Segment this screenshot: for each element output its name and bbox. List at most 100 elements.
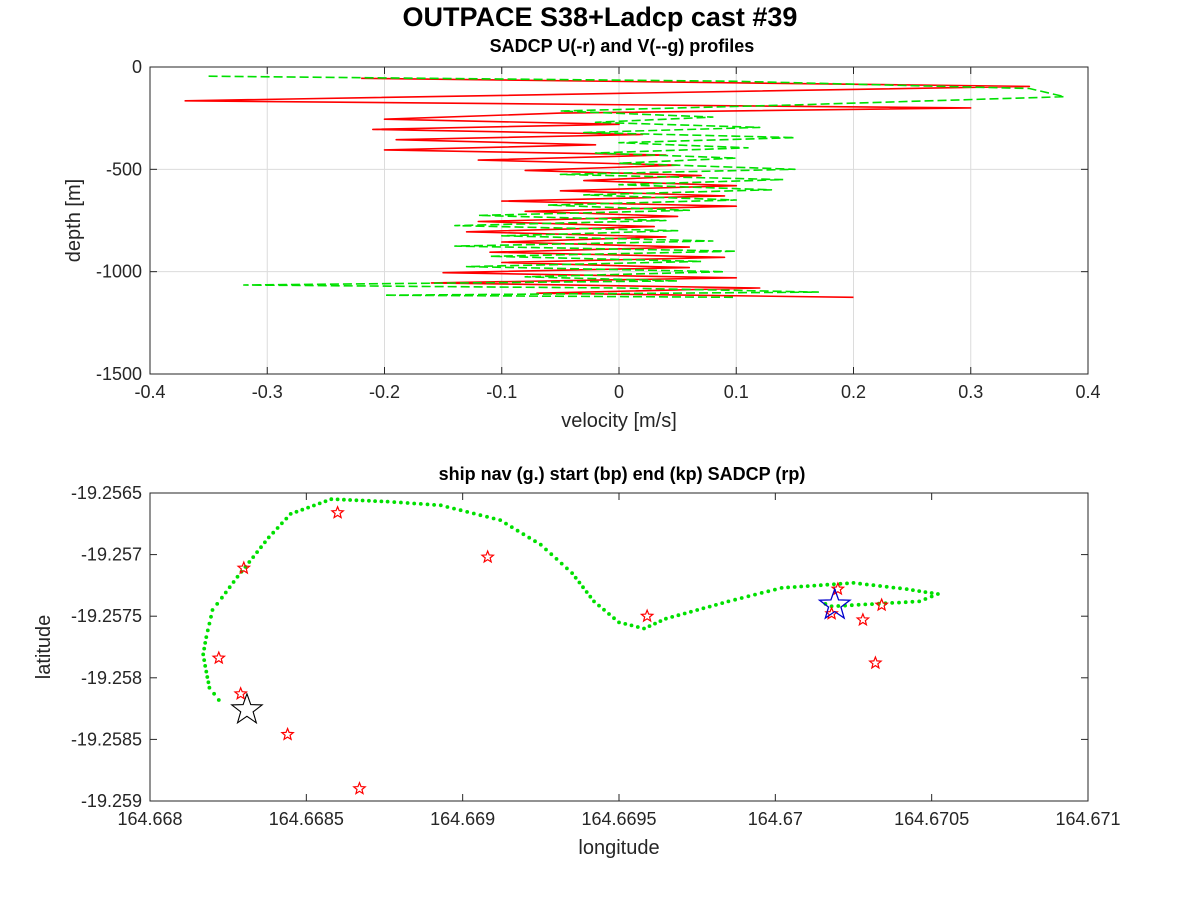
ship-track-point xyxy=(251,555,256,559)
ship-track-point xyxy=(204,669,209,674)
ship-track-point xyxy=(910,599,915,604)
y-tick-label: -1500 xyxy=(96,364,142,384)
ship-track-point xyxy=(247,560,252,564)
ship-track-point xyxy=(898,586,902,591)
ship-track-point xyxy=(647,624,652,628)
ship-track-point xyxy=(202,658,207,662)
ship-track-point xyxy=(890,601,895,605)
ship-track-point xyxy=(235,574,240,579)
ship-track-point xyxy=(929,594,934,599)
ship-track-point xyxy=(845,581,849,586)
ship-track-point xyxy=(259,545,263,550)
x-tick-label: -0.1 xyxy=(486,382,517,402)
velocity-profile-plot: -0.4 -0.3 -0.2 -0.1 0 0.1 0.2 0.3 0.4 0 -500 -1000 -… xyxy=(63,57,1101,432)
ship-track-point xyxy=(642,626,646,631)
ship-track-point xyxy=(399,500,403,505)
ship-track-point xyxy=(746,594,751,599)
x-tick-label: 0.1 xyxy=(724,382,749,402)
ship-track-point xyxy=(498,518,503,522)
ship-track-point xyxy=(832,582,836,587)
ship-track-point xyxy=(504,521,508,526)
ship-track-point xyxy=(521,532,526,537)
ship-track-point xyxy=(538,542,543,547)
ship-track-point xyxy=(367,498,371,503)
y-tick-label: -1000 xyxy=(96,262,142,282)
ship-track-point xyxy=(864,582,869,587)
ship-track-point xyxy=(917,589,922,593)
ship-track-point xyxy=(592,599,596,604)
y-tick-label: -500 xyxy=(106,159,142,179)
ship-track-point xyxy=(805,584,810,588)
ship-track-point xyxy=(205,675,210,679)
ship-track-point xyxy=(825,582,830,587)
nav-plot-title: ship nav (g.) start (bp) end (kp) SADCP … xyxy=(438,464,806,484)
ship-track-point xyxy=(392,500,397,504)
ship-track-point xyxy=(682,611,687,616)
x-tick-label: 164.6685 xyxy=(269,809,344,829)
ship-track-point xyxy=(726,599,731,604)
ship-track-point xyxy=(445,505,450,509)
ship-track-point xyxy=(701,606,706,611)
v-velocity-series-line xyxy=(208,75,1066,299)
start-point-marker xyxy=(230,692,264,725)
ship-track-point xyxy=(223,590,228,595)
sadcp-point-marker xyxy=(352,781,367,795)
sadcp-point-marker xyxy=(874,597,889,612)
ship-track-point xyxy=(204,635,209,639)
ship-track-point xyxy=(227,585,232,590)
ship-track-point xyxy=(485,514,489,519)
ship-track-point xyxy=(360,498,365,503)
ship-track-point xyxy=(300,507,305,512)
ship-track-point xyxy=(739,596,744,600)
ship-track-point xyxy=(317,501,322,506)
ship-track-point xyxy=(773,587,777,592)
ship-track-point xyxy=(891,585,896,590)
ship-track-point xyxy=(573,575,578,580)
ship-track-point xyxy=(373,499,377,503)
ship-track-point xyxy=(263,540,267,545)
y-tick-label: -19.258 xyxy=(81,668,142,688)
sadcp-point-marker xyxy=(868,655,883,670)
ship-track-point xyxy=(878,584,882,588)
ship-track-point xyxy=(911,588,915,592)
ship-track-point xyxy=(923,597,928,601)
ship-track-point xyxy=(617,620,621,625)
ship-track-point xyxy=(216,698,221,702)
ship-track-point xyxy=(670,615,675,619)
ship-track-point xyxy=(432,503,436,507)
y-axis-label: depth [m] xyxy=(63,179,85,262)
ship-track-point xyxy=(786,585,790,590)
sadcp-point-marker xyxy=(830,581,846,596)
ship-track-point xyxy=(707,604,712,609)
ship-track-point xyxy=(623,622,628,626)
ship-track-point xyxy=(635,625,640,629)
ship-track-point xyxy=(438,503,443,508)
ship-track-point xyxy=(554,557,559,561)
y-tick-label: 0 xyxy=(132,57,142,77)
ship-track-point xyxy=(491,516,496,521)
ship-nav-plot: 164.668 164.6685 164.669 164.6695 164.67 164.… xyxy=(33,483,1121,859)
ship-track-point xyxy=(348,498,352,502)
ship-track-point xyxy=(312,503,316,508)
ship-track-point xyxy=(929,591,934,595)
ship-track-point xyxy=(210,608,215,612)
y-tick-label: -19.2575 xyxy=(71,606,142,626)
ship-track-point xyxy=(629,623,634,628)
ship-track-point xyxy=(720,601,725,605)
sadcp-point-marker xyxy=(233,686,248,700)
ship-track-point xyxy=(838,581,843,586)
ship-track-point xyxy=(884,584,889,589)
ship-track-point xyxy=(205,628,210,633)
y-tick-label: -19.257 xyxy=(81,545,142,565)
ship-track-point xyxy=(329,497,334,502)
ship-track-point xyxy=(342,497,346,502)
ship-track-point xyxy=(870,602,874,606)
x-axis-label: velocity [m/s] xyxy=(561,410,677,432)
ship-track-point xyxy=(549,552,554,557)
ship-track-point xyxy=(607,612,611,616)
ship-track-point xyxy=(581,585,585,590)
ship-track-point xyxy=(425,502,430,507)
ship-track-point xyxy=(602,607,606,612)
ship-track-point xyxy=(275,526,280,530)
